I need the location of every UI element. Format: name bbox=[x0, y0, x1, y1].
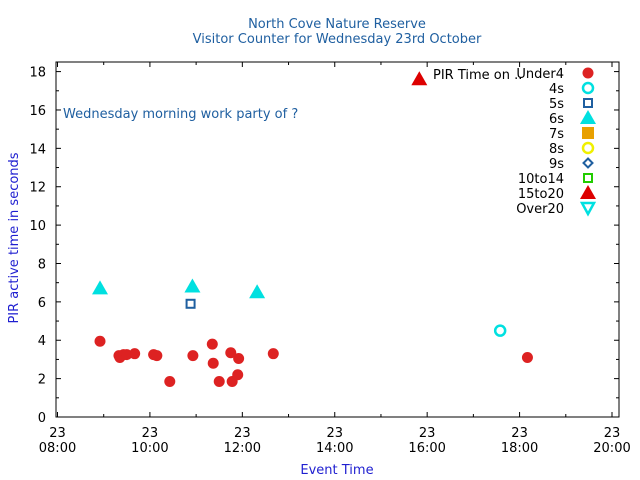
x-tick-label-day: 23 bbox=[49, 426, 66, 441]
legend-marker bbox=[581, 81, 595, 95]
x-tick-label-time: 20:00 bbox=[593, 441, 630, 456]
legend-entry-label: 9s bbox=[549, 157, 564, 172]
chart-title: North Cove Nature Reserve bbox=[248, 17, 426, 32]
x-tick-label-time: 16:00 bbox=[408, 441, 445, 456]
x-tick-label-day: 23 bbox=[234, 426, 251, 441]
legend-marker bbox=[582, 127, 594, 139]
data-point bbox=[225, 347, 237, 359]
legend-marker bbox=[582, 67, 594, 79]
data-point bbox=[213, 376, 225, 387]
x-axis-label: Event Time bbox=[300, 463, 373, 478]
data-point bbox=[249, 284, 266, 299]
legend-marker bbox=[583, 173, 593, 183]
legend-entry-label: 15to20 bbox=[518, 187, 564, 202]
y-tick-label: 10 bbox=[29, 219, 46, 234]
data-point bbox=[232, 369, 244, 381]
data-point bbox=[92, 280, 109, 295]
legend-entry-label: 10to14 bbox=[518, 172, 564, 187]
chart-annotation: Wednesday morning work party of ? bbox=[63, 107, 298, 122]
data-point bbox=[267, 348, 279, 360]
y-tick-label: 4 bbox=[38, 334, 46, 349]
legend-marker bbox=[581, 141, 595, 155]
data-point bbox=[207, 357, 219, 369]
legend-entry-label: 7s bbox=[549, 127, 564, 142]
y-tick-label: 16 bbox=[29, 104, 46, 119]
y-tick-label: 6 bbox=[38, 296, 46, 311]
x-tick-label-time: 18:00 bbox=[501, 441, 538, 456]
y-axis-label: PIR active time in seconds bbox=[7, 152, 22, 323]
legend-entry-label: 8s bbox=[549, 142, 564, 157]
plot-frame bbox=[55, 61, 620, 418]
data-point bbox=[411, 71, 428, 86]
legend-entry-label: Over20 bbox=[516, 202, 564, 217]
x-tick-label-day: 23 bbox=[604, 426, 621, 441]
data-point bbox=[184, 278, 201, 293]
legend-entry-label: 5s bbox=[549, 97, 564, 112]
data-point bbox=[233, 352, 245, 364]
y-tick-label: 12 bbox=[29, 181, 46, 196]
data-point bbox=[493, 324, 507, 337]
legend-marker bbox=[582, 157, 594, 169]
data-point bbox=[164, 376, 176, 387]
legend-marker bbox=[583, 98, 593, 108]
legend-marker bbox=[580, 110, 596, 124]
y-tick-label: 18 bbox=[29, 66, 46, 81]
data-point bbox=[151, 350, 163, 362]
x-tick-label-day: 23 bbox=[326, 426, 343, 441]
y-tick-label: 2 bbox=[38, 373, 46, 388]
x-tick-label-time: 10:00 bbox=[131, 441, 168, 456]
x-tick-label-time: 14:00 bbox=[316, 441, 353, 456]
chart-subtitle: Visitor Counter for Wednesday 23rd Octob… bbox=[193, 32, 482, 47]
data-point bbox=[129, 348, 141, 360]
data-point bbox=[94, 335, 106, 347]
x-tick-label-day: 23 bbox=[142, 426, 159, 441]
x-tick-label-day: 23 bbox=[419, 426, 436, 441]
data-point bbox=[185, 298, 196, 309]
x-tick-label-time: 08:00 bbox=[39, 441, 76, 456]
legend-title: PIR Time on .. bbox=[433, 68, 522, 83]
x-tick-label-day: 23 bbox=[511, 426, 528, 441]
y-tick-label: 14 bbox=[29, 142, 46, 157]
legend-marker bbox=[580, 185, 596, 199]
data-point bbox=[206, 338, 218, 350]
y-tick-label: 0 bbox=[38, 411, 46, 426]
y-tick-label: 8 bbox=[38, 257, 46, 272]
data-point bbox=[187, 350, 199, 362]
legend-entry-label: 4s bbox=[549, 82, 564, 97]
legend-marker bbox=[579, 201, 597, 217]
data-point bbox=[521, 352, 533, 364]
legend-entry-label: 6s bbox=[549, 112, 564, 127]
x-tick-label-time: 12:00 bbox=[224, 441, 261, 456]
legend-entry-label: Under4 bbox=[516, 67, 564, 82]
